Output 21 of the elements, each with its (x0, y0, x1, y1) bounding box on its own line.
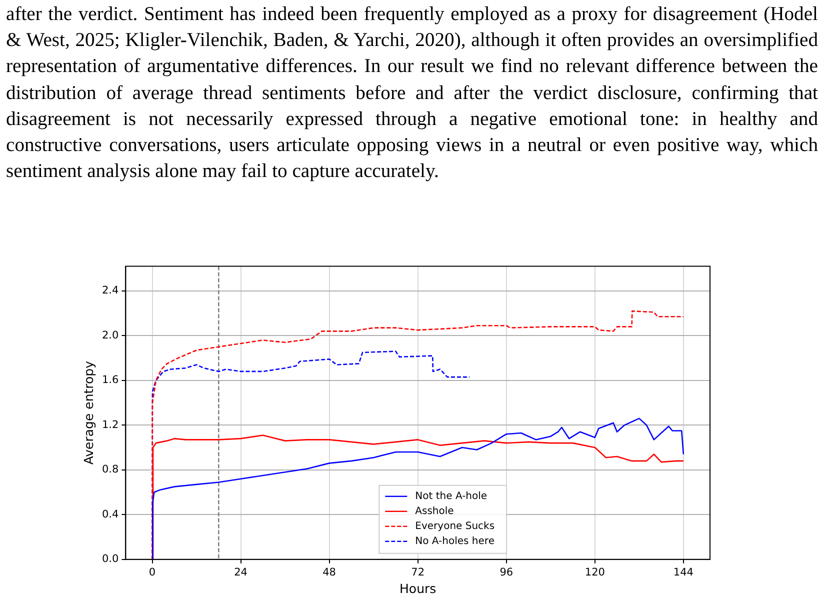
x-tick-label: 24 (234, 566, 248, 578)
x-tick-label: 72 (411, 566, 425, 578)
legend-label: No A-holes here (415, 536, 494, 547)
y-tick-label: 1.6 (102, 374, 120, 386)
y-axis-title: Average entropy (80, 360, 96, 465)
x-axis-title: Hours (400, 580, 436, 596)
x-tick-label: 48 (322, 566, 336, 578)
y-tick-label: 2.4 (102, 284, 120, 297)
legend-label: Asshole (415, 506, 454, 517)
text: after the verdict. Sentiment has indeed been frequently employed as a proxy for disagreement (Hodel & West, 2025; Kligler-Vilenchik, Baden, & Yarchi, 2020), although it often provides an oversimplified representation of argumentative differences. In our result we find no relevant difference between the distribution of average thread sentiments before and after the verdict disclosure, confirming that disagreement is not necessarily expressed through a negative emotional tone: in healthy and constructive conversations, users articulate opposing views in a neutral or even positive way, which sentiment analysis alone may fail to capture accurately. (6, 3, 818, 184)
legend-label: Everyone Sucks (415, 520, 495, 532)
x-tick-label: 144 (673, 566, 694, 578)
y-tick-label: 2.0 (102, 329, 119, 342)
y-tick-label: 0.4 (102, 508, 120, 520)
legend-label: Not the A-hole (415, 490, 488, 502)
x-tick-label: 120 (584, 566, 605, 578)
x-tick-label: 96 (500, 566, 514, 578)
y-tick-label: 0.8 (102, 464, 119, 476)
y-tick-label: 1.2 (102, 418, 119, 431)
x-tick-label: 0 (148, 566, 156, 578)
y-tick-label: 0.0 (102, 553, 119, 566)
